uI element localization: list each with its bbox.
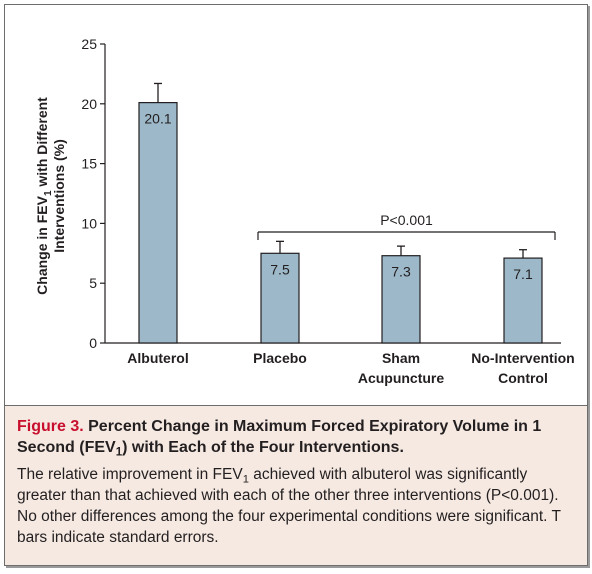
caption-title-subscript: 1 xyxy=(115,446,123,459)
bar-value-label: 7.3 xyxy=(391,264,411,280)
axes: 0 5 10 15 20 25 xyxy=(81,36,561,351)
bar-value-label: 7.5 xyxy=(270,261,290,277)
x-tick-label: No-Intervention xyxy=(471,350,574,366)
x-tick-label: Placebo xyxy=(253,350,307,366)
x-tick-label: Acupuncture xyxy=(358,370,445,386)
caption-body: The relative improvement in FEV1 achieve… xyxy=(17,464,575,548)
bar xyxy=(503,257,543,344)
figure-label: Figure 3. xyxy=(17,418,84,435)
caption-body-text: The relative improvement in FEV xyxy=(17,466,243,483)
bar xyxy=(138,102,178,344)
y-tick-label: 0 xyxy=(89,335,97,351)
plot-area: Change in FEV1 with Different Interventi… xyxy=(5,5,587,405)
y-tick-label: 15 xyxy=(81,156,97,172)
figure-frame: Change in FEV1 with Different Interventi… xyxy=(4,4,588,566)
caption-title-text: Percent Change in Maximum Forced Expirat… xyxy=(17,418,542,456)
y-axis-label-line1: Change in FEV1 with Different xyxy=(34,97,54,295)
bar xyxy=(381,255,421,344)
bar-value-label: 20.1 xyxy=(144,111,171,127)
bars: 20.1 Albuterol 7.5 Placebo 7.3 Sham Acupunctur… xyxy=(127,82,575,386)
y-tick-label: 10 xyxy=(81,215,97,231)
caption-body-subscript: 1 xyxy=(242,473,249,486)
y-tick-label: 25 xyxy=(81,36,97,52)
caption-body-text-end: achieved with albuterol was significantl… xyxy=(17,466,561,546)
y-tick-label: 5 xyxy=(89,275,97,291)
p-value-label: P<0.001 xyxy=(380,212,433,228)
significance-bracket: P<0.001 xyxy=(257,212,556,240)
x-tick-label: Control xyxy=(498,370,548,386)
bar-value-label: 7.1 xyxy=(513,266,533,282)
x-tick-label: Albuterol xyxy=(127,350,188,366)
y-axis-label-line2: Interventions (%) xyxy=(51,139,67,253)
figure-caption: Figure 3. Percent Change in Maximum Forc… xyxy=(5,405,587,565)
caption-title-text-end: ) with Each of the Four Interventions. xyxy=(122,439,404,456)
x-tick-label: Sham xyxy=(382,350,420,366)
y-axis-label: Change in FEV1 with Different Interventi… xyxy=(34,97,67,295)
bar-chart: Change in FEV1 with Different Interventi… xyxy=(34,36,575,386)
y-tick-label: 20 xyxy=(81,96,97,112)
caption-title: Figure 3. Percent Change in Maximum Forc… xyxy=(17,416,575,458)
